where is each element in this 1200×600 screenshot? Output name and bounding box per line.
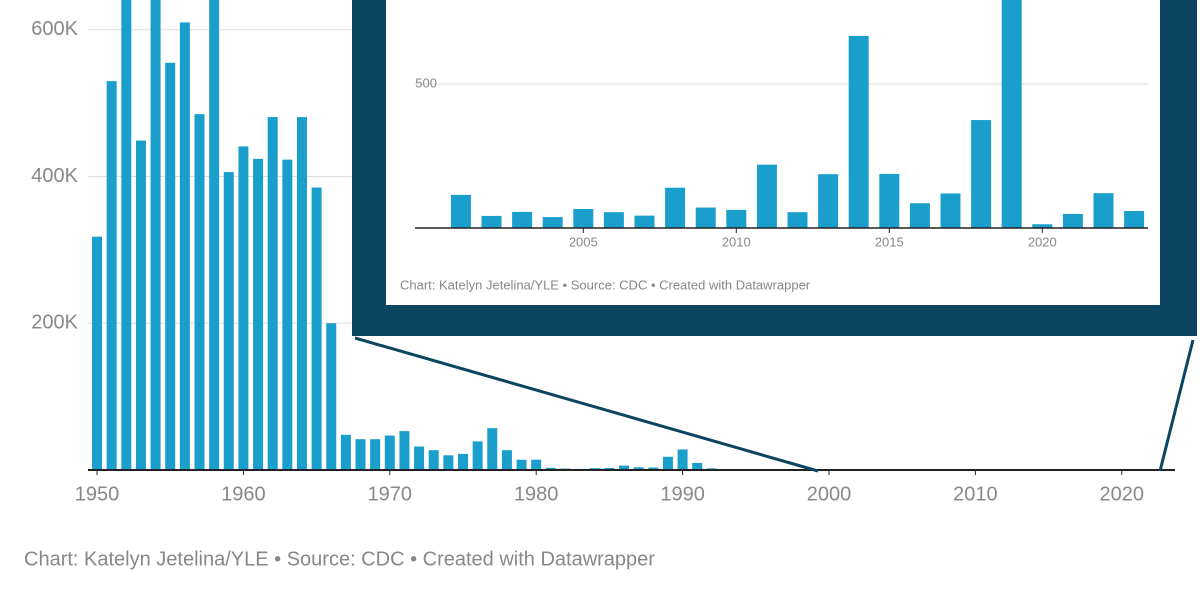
- bar: [209, 0, 220, 471]
- bar: [603, 212, 624, 228]
- x-tick-label: 2015: [875, 234, 904, 249]
- zoom-line: [1158, 339, 1195, 472]
- bar: [399, 431, 410, 470]
- y-tick-label: 200K: [31, 312, 78, 334]
- bar: [165, 62, 176, 471]
- bar: [1032, 224, 1053, 228]
- main-chart: 200K 400K 600K 1950 1960 1970 1980 1990 2000 2010…: [24, 0, 1175, 570]
- bar: [238, 146, 249, 470]
- bar: [573, 209, 594, 228]
- x-tick-label: 2010: [953, 483, 998, 505]
- bar: [665, 187, 686, 228]
- bar: [545, 467, 556, 470]
- bar: [501, 450, 512, 470]
- bar: [756, 164, 777, 228]
- credit: Chart: Katelyn Jetelina/YLE • Source: CD…: [400, 277, 811, 292]
- x-tick-label: 2020: [1100, 483, 1145, 505]
- bar: [848, 35, 869, 228]
- bar: [516, 459, 527, 470]
- bar: [677, 449, 688, 470]
- bar: [179, 22, 190, 470]
- bar: [428, 450, 439, 470]
- bar: [531, 459, 542, 470]
- inset-chart: 500 2005 2010 2015 2020 Chart: Katelyn Jeteli…: [400, 0, 1148, 292]
- bar: [223, 172, 234, 470]
- bar: [909, 203, 930, 228]
- bar: [472, 441, 483, 470]
- bar: [1124, 211, 1145, 228]
- bar: [604, 467, 615, 470]
- bar: [384, 435, 395, 470]
- bar: [92, 236, 103, 470]
- bar: [311, 187, 322, 470]
- bar: [633, 467, 644, 470]
- bar: [971, 120, 992, 228]
- bar: [253, 158, 264, 470]
- bar: [487, 428, 498, 470]
- bar: [355, 439, 366, 470]
- x-tick-label: 1990: [660, 483, 705, 505]
- bar: [879, 173, 900, 228]
- bar: [1093, 193, 1114, 228]
- bar: [726, 209, 747, 228]
- inset-background: [386, 0, 1160, 305]
- x-tick-label: 2005: [569, 234, 598, 249]
- bar: [150, 0, 161, 470]
- bar: [370, 439, 381, 470]
- bar: [619, 465, 630, 470]
- bar: [121, 0, 132, 470]
- bar: [648, 467, 659, 470]
- y-tick-label: 400K: [31, 165, 78, 187]
- x-tick-label: 1980: [514, 483, 559, 505]
- bar: [194, 114, 205, 470]
- x-tick-label: 1960: [221, 483, 266, 505]
- x-tick-label: 1970: [368, 483, 413, 505]
- bar: [1001, 0, 1022, 228]
- bar: [818, 174, 839, 228]
- bar: [787, 212, 808, 228]
- bar: [695, 207, 716, 228]
- x-tick-label: 1950: [75, 483, 120, 505]
- y-tick-label: 600K: [31, 18, 78, 40]
- bar: [296, 117, 307, 470]
- bar: [414, 446, 425, 470]
- bar: [267, 117, 278, 470]
- bar: [481, 215, 502, 228]
- bar: [340, 434, 351, 470]
- bar: [457, 453, 468, 470]
- zoom-line: [354, 336, 819, 473]
- bar: [662, 456, 673, 470]
- x-tick-label: 2000: [807, 483, 852, 505]
- bar: [692, 462, 703, 470]
- bar: [326, 323, 337, 470]
- bar: [443, 455, 454, 470]
- bar: [450, 194, 471, 228]
- credit: Chart: Katelyn Jetelina/YLE • Source: CD…: [24, 548, 655, 570]
- bar: [135, 140, 146, 470]
- x-tick-label: 2020: [1028, 234, 1057, 249]
- bar: [634, 215, 655, 228]
- y-tick-label: 500: [415, 75, 437, 90]
- bar: [940, 193, 961, 228]
- bar: [1062, 213, 1083, 228]
- bar: [512, 211, 533, 228]
- x-tick-label: 2010: [722, 234, 751, 249]
- bar: [106, 81, 117, 471]
- bar: [542, 217, 563, 228]
- bar: [282, 159, 293, 470]
